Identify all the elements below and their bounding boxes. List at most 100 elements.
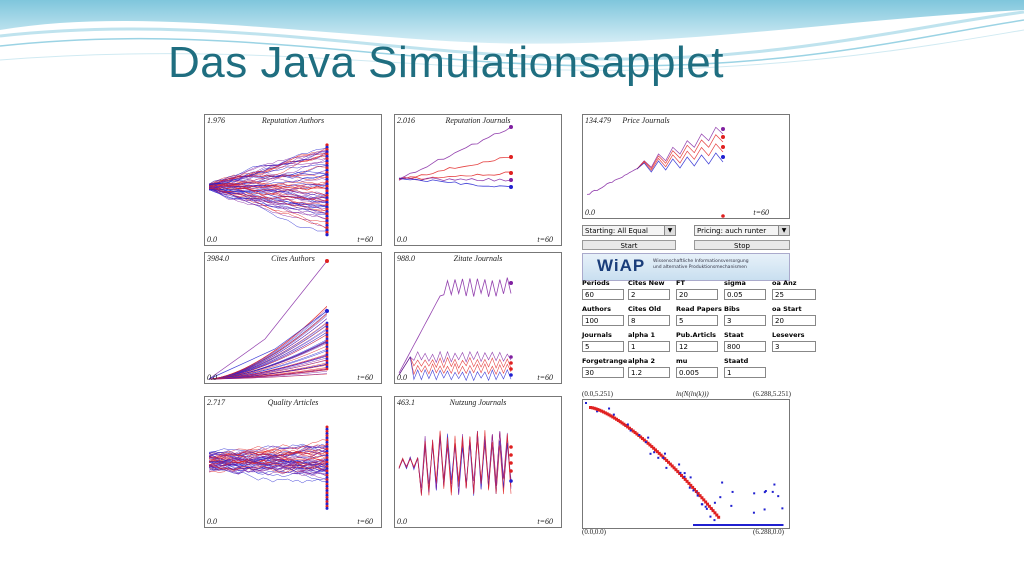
end-marker <box>325 198 329 202</box>
blue-point <box>750 524 752 526</box>
param-input[interactable]: 20 <box>772 315 816 326</box>
param-label: Periods <box>582 279 610 287</box>
end-marker <box>325 210 329 214</box>
blue-point <box>771 490 774 493</box>
blue-point <box>729 524 731 526</box>
panel-max: 134.479 <box>585 116 611 125</box>
param-input[interactable]: 20 <box>676 289 718 300</box>
param-input[interactable]: 0.05 <box>724 289 766 300</box>
sim-line <box>208 451 328 468</box>
blue-point <box>768 524 770 526</box>
param-input[interactable]: 0.005 <box>676 367 718 378</box>
blue-point <box>757 524 760 526</box>
param-input[interactable]: 1 <box>628 341 670 352</box>
param-label: alpha 2 <box>628 357 656 365</box>
sim-line <box>398 430 512 496</box>
end-marker <box>325 145 329 149</box>
blue-point <box>720 524 722 526</box>
red-point <box>681 475 685 479</box>
end-marker <box>325 154 329 159</box>
sim-line <box>208 458 328 470</box>
param-label: FT <box>676 279 685 287</box>
pricing-dropdown[interactable]: Pricing: auch runter ▼ <box>694 225 790 236</box>
param-label: Forgetrange <box>582 357 628 365</box>
panel-price-journals: 134.479 Price Journals 0.0 t=60 <box>582 114 790 219</box>
blue-point <box>731 490 734 493</box>
end-marker <box>721 155 725 159</box>
blue-point <box>748 524 751 526</box>
blue-point <box>738 524 740 526</box>
end-marker <box>325 148 329 152</box>
param-input[interactable]: 2 <box>628 289 670 300</box>
blue-point <box>713 519 716 522</box>
end-marker <box>325 191 329 195</box>
end-marker <box>325 150 329 154</box>
panel-time: t=60 <box>753 208 769 217</box>
end-marker <box>325 182 329 186</box>
end-marker <box>325 440 329 444</box>
end-marker <box>325 484 329 488</box>
blue-point <box>715 524 718 526</box>
blue-point <box>705 524 707 526</box>
end-marker <box>721 135 725 139</box>
panel-time: t=60 <box>357 373 373 382</box>
red-point <box>698 494 702 498</box>
blue-point <box>773 483 776 486</box>
sim-line <box>208 353 328 380</box>
sim-line <box>398 350 512 376</box>
panel-min: 0.0 <box>585 208 595 217</box>
starting-dropdown[interactable]: Starting: All Equal ▼ <box>582 225 676 236</box>
chevron-down-icon[interactable]: ▼ <box>778 226 789 235</box>
param-input[interactable]: 800 <box>724 341 766 352</box>
panel-max: 3984.0 <box>207 254 229 263</box>
blue-point <box>683 475 686 478</box>
start-button[interactable]: Start <box>582 240 676 250</box>
param-input[interactable]: 5 <box>676 315 718 326</box>
blue-point <box>736 524 739 526</box>
end-marker <box>325 157 329 161</box>
param-input[interactable]: 25 <box>772 289 816 300</box>
end-marker <box>325 449 329 453</box>
sim-line <box>398 171 512 181</box>
param-input[interactable]: 30 <box>582 367 624 378</box>
param-input[interactable]: 1.2 <box>628 367 670 378</box>
sim-line <box>208 448 328 463</box>
param-label: Journals <box>582 331 612 339</box>
param-input[interactable]: 60 <box>582 289 624 300</box>
blue-point <box>692 489 695 492</box>
param-input[interactable]: 100 <box>582 315 624 326</box>
end-marker <box>325 233 329 237</box>
red-point <box>589 406 592 409</box>
sim-line <box>209 189 328 214</box>
end-marker <box>325 337 329 341</box>
sim-line <box>208 463 328 474</box>
param-input[interactable]: 1 <box>724 367 766 378</box>
red-point <box>616 418 620 422</box>
end-marker <box>325 177 329 182</box>
end-marker <box>325 469 329 473</box>
param-input[interactable]: 8 <box>628 315 670 326</box>
end-marker <box>325 161 329 165</box>
red-point <box>596 408 600 412</box>
end-marker <box>325 357 329 361</box>
red-point <box>618 420 622 424</box>
blue-point <box>700 524 703 526</box>
param-input[interactable]: 3 <box>772 341 816 352</box>
end-marker <box>325 347 329 351</box>
sim-line <box>208 364 328 380</box>
blue-point <box>726 524 728 526</box>
blue-point <box>705 507 708 510</box>
sim-line <box>208 151 328 186</box>
sim-line <box>636 134 724 170</box>
end-marker <box>325 325 329 329</box>
chevron-down-icon[interactable]: ▼ <box>664 226 675 235</box>
panel-reputation-authors: 1.976 Reputation Authors 0.0 t=60 <box>204 114 382 246</box>
end-marker <box>325 476 329 480</box>
end-marker <box>325 471 329 475</box>
param-input[interactable]: 5 <box>582 341 624 352</box>
blue-point <box>781 507 784 510</box>
stop-button[interactable]: Stop <box>694 240 790 250</box>
red-point <box>598 408 602 412</box>
param-input[interactable]: 12 <box>676 341 718 352</box>
param-input[interactable]: 3 <box>724 315 766 326</box>
